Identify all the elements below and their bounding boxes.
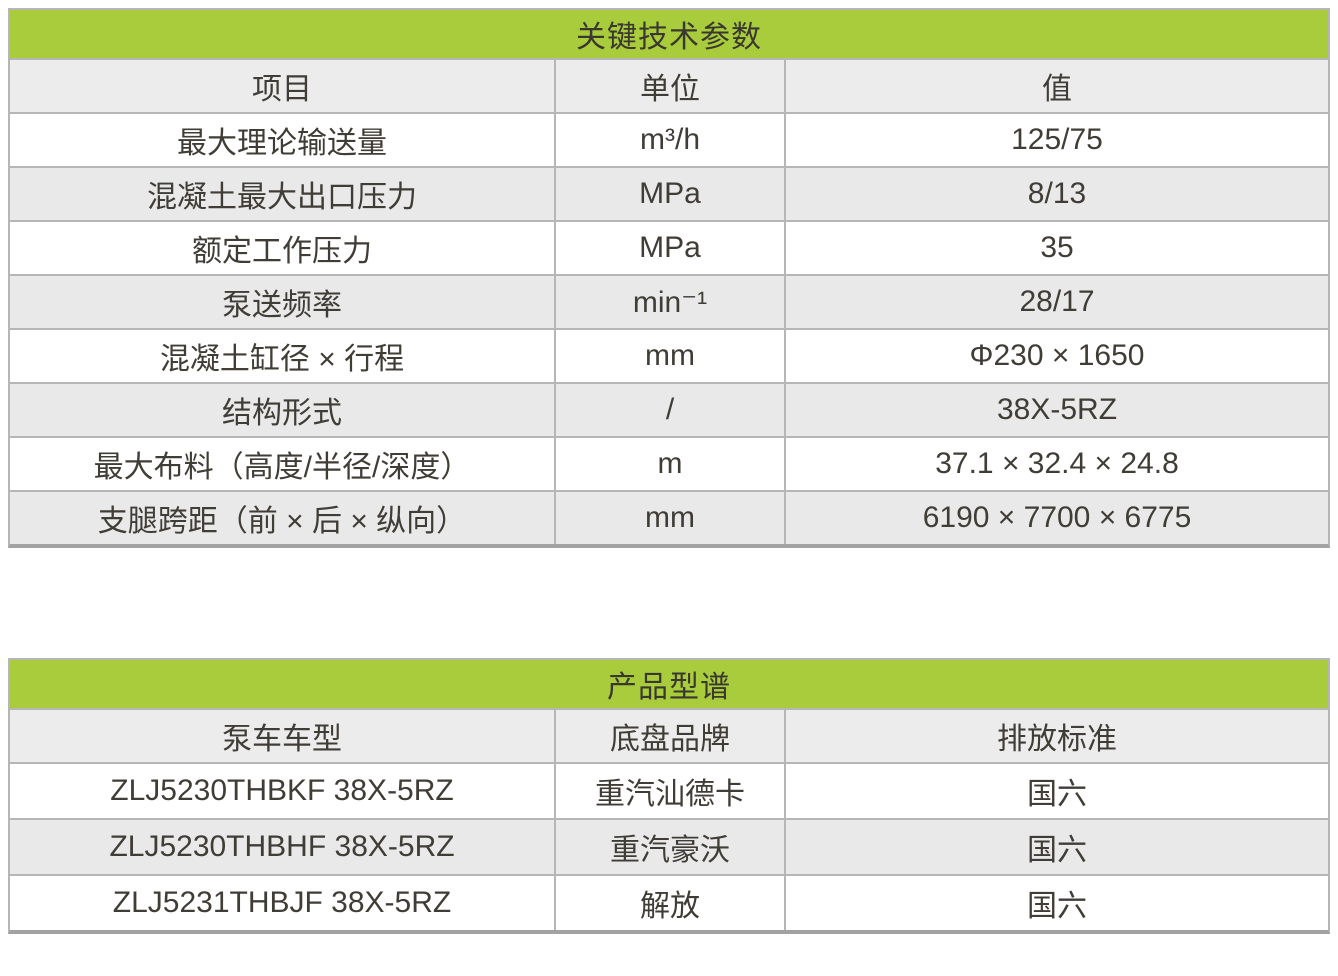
- param-name-cell: 支腿跨距（前 × 后 × 纵向）: [97, 505, 467, 538]
- param-name-cell: 额定工作压力: [192, 235, 372, 268]
- table-row: 混凝土最大出口压力 MPa 8/13: [10, 166, 1328, 220]
- emission-cell: 国六: [1027, 890, 1087, 923]
- table-row: 泵送频率 min⁻¹ 28/17: [10, 274, 1328, 328]
- chassis-cell: 重汽汕德卡: [554, 764, 786, 818]
- param-unit-cell: m: [554, 438, 786, 490]
- param-value-cell: 125/75: [1011, 123, 1103, 156]
- column-header-model: 泵车车型: [222, 723, 342, 756]
- emission-cell: 国六: [1027, 778, 1087, 811]
- model-cell: ZLJ5230THBKF 38X-5RZ: [110, 774, 454, 807]
- param-name-cell: 最大布料（高度/半径/深度）: [93, 451, 471, 484]
- param-value-cell: 37.1 × 32.4 × 24.8: [935, 447, 1179, 480]
- param-unit-cell: MPa: [554, 222, 786, 274]
- chassis-cell: 解放: [554, 876, 786, 930]
- table-row: ZLJ5230THBKF 38X-5RZ 重汽汕德卡 国六: [10, 762, 1328, 818]
- column-header-unit: 单位: [554, 60, 786, 112]
- param-value-cell: 28/17: [1019, 285, 1095, 318]
- key-parameters-table: 关键技术参数 项目 单位 值 最大理论输送量 m³/h 125/75 混凝土最大…: [8, 8, 1330, 548]
- table-row: ZLJ5230THBHF 38X-5RZ 重汽豪沃 国六: [10, 818, 1328, 874]
- param-unit-cell: mm: [554, 492, 786, 544]
- model-cell: ZLJ5230THBHF 38X-5RZ: [109, 830, 455, 863]
- param-unit-cell: mm: [554, 330, 786, 382]
- param-name-cell: 混凝土最大出口压力: [147, 181, 417, 214]
- column-header-emission: 排放标准: [997, 723, 1117, 756]
- table-row: 支腿跨距（前 × 后 × 纵向） mm 6190 × 7700 × 6775: [10, 490, 1328, 544]
- table-row: 额定工作压力 MPa 35: [10, 220, 1328, 274]
- table-row: 最大理论输送量 m³/h 125/75: [10, 112, 1328, 166]
- column-header-chassis: 底盘品牌: [554, 710, 786, 762]
- chassis-cell: 重汽豪沃: [554, 820, 786, 874]
- column-header-value: 值: [1042, 73, 1072, 106]
- table-row: ZLJ5231THBJF 38X-5RZ 解放 国六: [10, 874, 1328, 930]
- param-value-cell: 6190 × 7700 × 6775: [922, 501, 1192, 534]
- table-row: 混凝土缸径 × 行程 mm Φ230 × 1650: [10, 328, 1328, 382]
- param-name-cell: 结构形式: [222, 397, 342, 430]
- column-header-item: 项目: [252, 73, 312, 106]
- table-row: 最大布料（高度/半径/深度） m 37.1 × 32.4 × 24.8: [10, 436, 1328, 490]
- key-parameters-header-row: 项目 单位 值: [10, 58, 1328, 112]
- key-parameters-table-title: 关键技术参数: [10, 10, 1328, 58]
- param-value-cell: Φ230 × 1650: [969, 339, 1145, 372]
- param-unit-cell: min⁻¹: [554, 276, 786, 328]
- param-unit-cell: /: [554, 384, 786, 436]
- param-unit-cell: m³/h: [554, 114, 786, 166]
- product-spectrum-header-row: 泵车车型 底盘品牌 排放标准: [10, 708, 1328, 762]
- param-unit-cell: MPa: [554, 168, 786, 220]
- product-spectrum-table-title: 产品型谱: [10, 660, 1328, 708]
- product-spectrum-table: 产品型谱 泵车车型 底盘品牌 排放标准 ZLJ5230THBKF 38X-5RZ…: [8, 658, 1330, 934]
- param-name-cell: 混凝土缸径 × 行程: [159, 343, 405, 376]
- param-value-cell: 38X-5RZ: [996, 393, 1118, 426]
- emission-cell: 国六: [1027, 834, 1087, 867]
- param-value-cell: 8/13: [1027, 177, 1087, 210]
- param-name-cell: 泵送频率: [222, 289, 342, 322]
- table-row: 结构形式 / 38X-5RZ: [10, 382, 1328, 436]
- model-cell: ZLJ5231THBJF 38X-5RZ: [112, 886, 452, 919]
- param-value-cell: 35: [1040, 231, 1074, 264]
- param-name-cell: 最大理论输送量: [177, 127, 387, 160]
